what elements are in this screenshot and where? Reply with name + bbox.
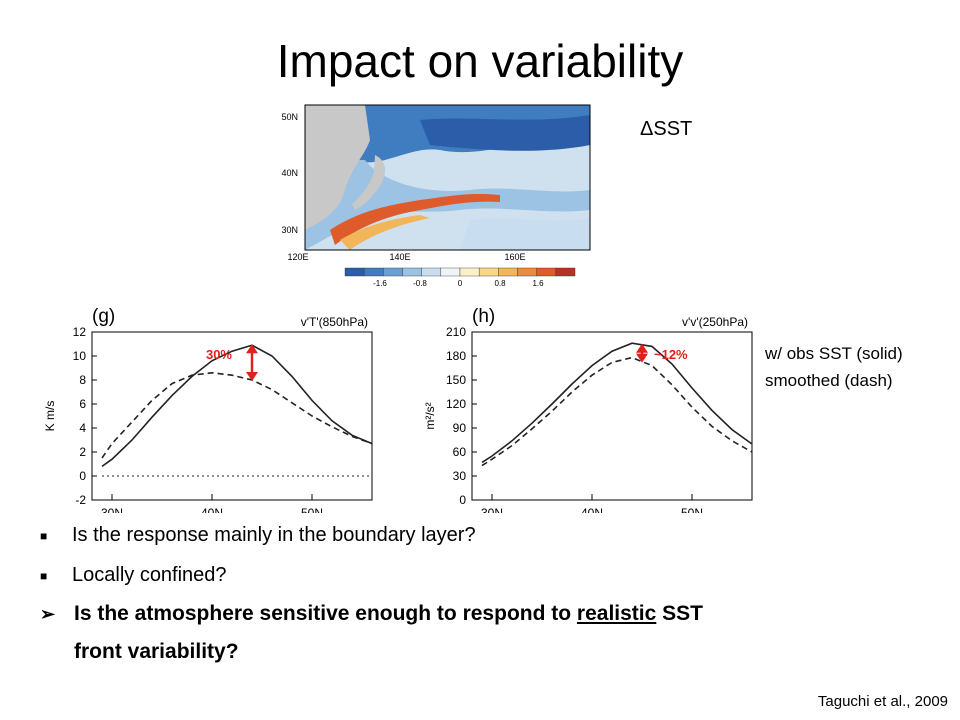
bullet-text: Is the response mainly in the boundary l… (72, 524, 476, 546)
y-axis-label: K m/s (43, 401, 57, 432)
bullet-item: ■ Locally confined? (40, 564, 227, 587)
percent-annotation: ~12% (654, 347, 688, 362)
difference-arrow-head (246, 372, 258, 381)
sst-label: ΔSST (640, 118, 693, 140)
map-lon-label: 160E (504, 252, 525, 262)
chart-g: (g) v'T'(850hPa) K m/s -2 0 2 4 6 8 10 12 30N 40N 50N… (40, 298, 380, 520)
map-colorbar (344, 267, 576, 277)
y-tick-label: 60 (453, 445, 467, 459)
y-tick-label: 0 (459, 493, 466, 507)
x-tick-label: 40N (581, 506, 603, 513)
colorbar-swatch (383, 267, 403, 277)
legend-dash-label: smoothed (dash) (765, 371, 893, 390)
sst-field (305, 105, 590, 250)
sst-map-svg: 50N 40N 30N 120E 140E 160E -1.6 -0.8 0 0… (281, 104, 591, 288)
square-bullet-icon: ■ (40, 568, 48, 583)
bold-bullet-continuation: front variability? (74, 640, 239, 663)
percent-annotation: 30% (206, 347, 232, 362)
y-tick-label: -2 (75, 493, 86, 507)
colorbar-swatch (536, 267, 557, 277)
colorbar-swatch (517, 267, 537, 277)
sst-map: 50N 40N 30N 120E 140E 160E -1.6 -0.8 0 0… (270, 100, 600, 290)
citation: Taguchi et al., 2009 (817, 693, 948, 710)
map-lon-label: 120E (287, 252, 308, 262)
difference-arrow-head (636, 343, 648, 353)
bullet-text: Locally confined? (72, 564, 227, 586)
y-tick-label: 150 (446, 373, 466, 387)
map-lat-label: 30N (281, 225, 298, 235)
colorbar-swatch (478, 267, 499, 277)
colorbar-swatch (459, 267, 480, 277)
x-tick-label: 50N (681, 506, 703, 513)
map-lon-label: 140E (389, 252, 410, 262)
bold-bullet-text: Is the atmosphere sensitive enough to re… (74, 602, 577, 625)
bold-bullet-item: ➢ Is the atmosphere sensitive enough to r… (40, 602, 703, 626)
chart-g-svg: (g) v'T'(850hPa) K m/s -2 0 2 4 6 8 10 12 30N 40N 50N… (43, 306, 373, 520)
line-style-legend: w/ obs SST (solid) smoothed (dash) (765, 340, 903, 394)
colorbar-swatch (421, 267, 442, 277)
y-tick-label: 2 (79, 445, 86, 459)
map-lat-label: 50N (281, 112, 298, 122)
y-tick-label: 30 (453, 469, 467, 483)
chart-title: v'T'(850hPa) (301, 315, 368, 329)
y-tick-label: 4 (79, 421, 86, 435)
colorbar-tick: -1.6 (373, 279, 387, 288)
series-dash-line (481, 356, 753, 467)
x-tick-label: 30N (101, 506, 123, 513)
colorbar-swatch (555, 267, 576, 277)
y-tick-label: 90 (453, 421, 467, 435)
colorbar-tick: 1.6 (532, 279, 544, 288)
colorbar-tick: 0.8 (494, 279, 506, 288)
underlined-word: realistic (576, 602, 657, 625)
chart-h: (h) v'v'(250hPa) m²/s² 0 30 60 90 120 150 180 210 3… (420, 298, 760, 520)
x-tick-label: 50N (301, 506, 323, 513)
colorbar-swatch (402, 267, 422, 277)
plot-frame (91, 331, 373, 501)
difference-arrow-head (636, 353, 648, 363)
y-tick-label: 210 (446, 325, 466, 339)
plot-frame (471, 331, 753, 501)
series-dash-line (101, 371, 373, 459)
colorbar-tick: -0.8 (413, 279, 427, 288)
difference-arrow-head (246, 344, 258, 354)
x-tick-label: 40N (201, 506, 223, 513)
y-axis-label: m²/s² (423, 402, 437, 429)
series-solid-line (481, 342, 753, 464)
y-tick-label: 6 (79, 397, 86, 411)
colorbar-tick: 0 (458, 279, 463, 288)
colorbar-swatch (440, 267, 461, 277)
chart-h-svg: (h) v'v'(250hPa) m²/s² 0 30 60 90 120 150 180 210 3… (423, 306, 753, 520)
bold-bullet-text: SST (656, 602, 703, 625)
arrow-bullet-icon: ➢ (40, 603, 56, 624)
colorbar-swatch (344, 267, 365, 277)
y-tick-label: 180 (446, 349, 466, 363)
x-tick-label: 30N (481, 506, 503, 513)
y-tick-label: 8 (79, 373, 86, 387)
page-title: Impact on variability (276, 35, 684, 87)
y-tick-label: 12 (73, 325, 87, 339)
square-bullet-icon: ■ (40, 528, 48, 543)
map-lat-label: 40N (281, 168, 298, 178)
bullet-item: ■ Is the response mainly in the boundary … (40, 524, 476, 547)
panel-label: (g) (92, 306, 115, 327)
y-tick-label: 0 (79, 469, 86, 483)
panel-label: (h) (472, 306, 495, 327)
y-tick-label: 120 (446, 397, 466, 411)
series-solid-line (101, 344, 373, 468)
chart-title: v'v'(250hPa) (682, 315, 748, 329)
y-tick-label: 10 (73, 349, 87, 363)
colorbar-swatch (498, 267, 518, 277)
legend-solid-label: w/ obs SST (solid) (765, 344, 903, 363)
colorbar-swatch (363, 267, 384, 277)
